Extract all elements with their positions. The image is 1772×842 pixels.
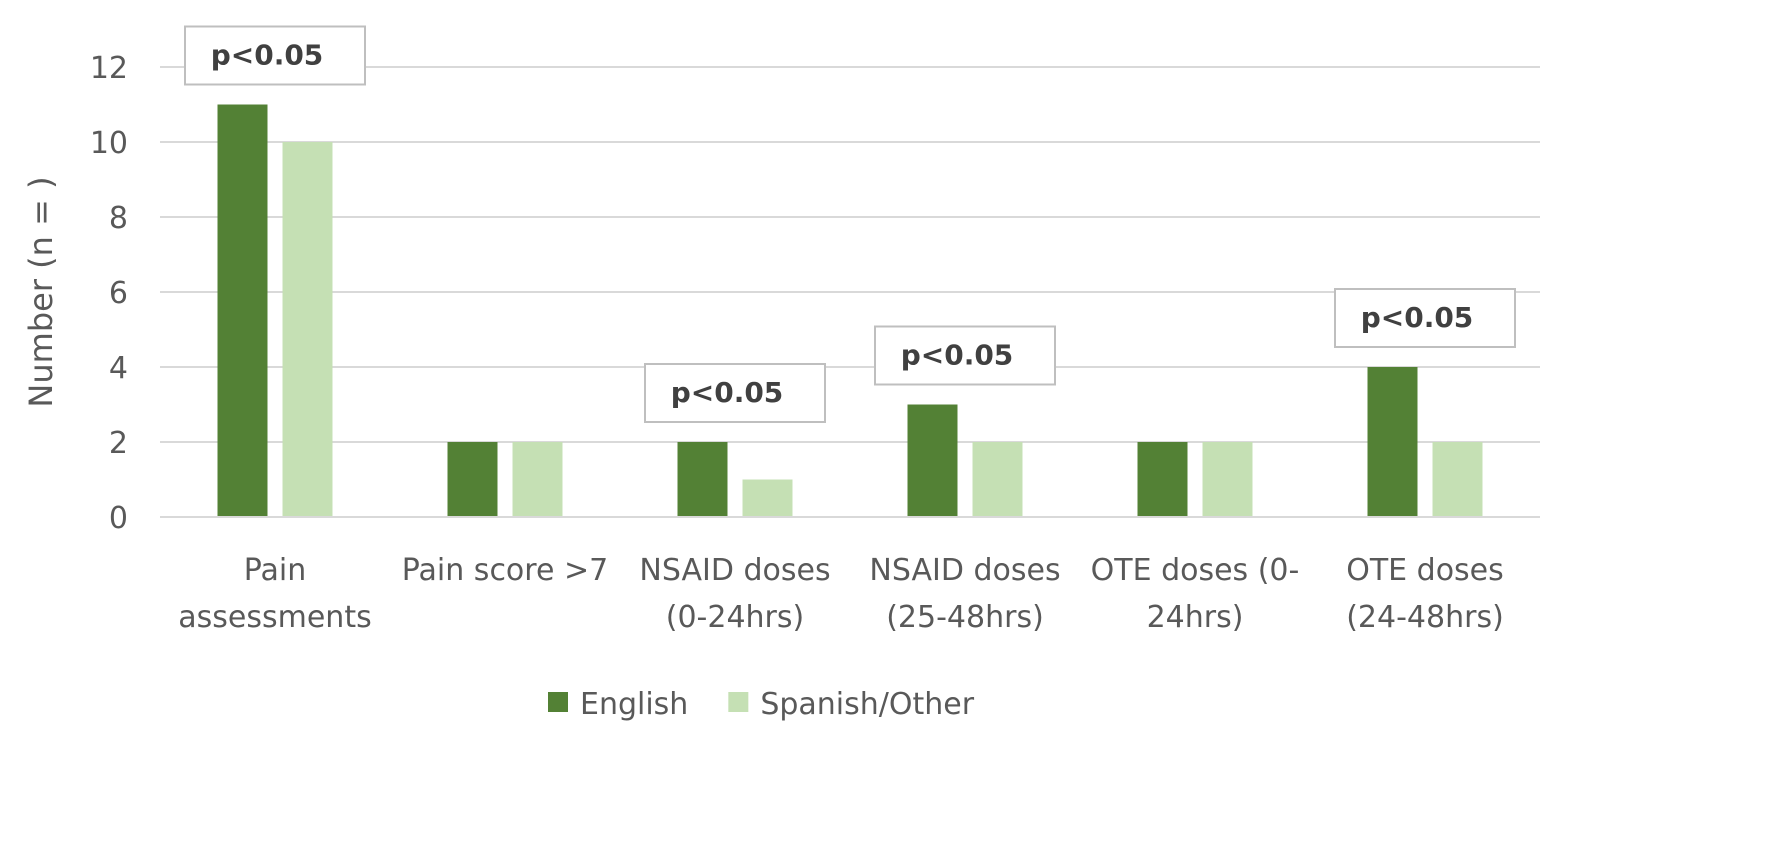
bar-english bbox=[1137, 442, 1188, 517]
y-tick-label: 12 bbox=[90, 51, 128, 86]
legend-label: English bbox=[580, 687, 688, 722]
x-category-label: OTE doses (24-48hrs) bbox=[1346, 553, 1504, 635]
annotation-text: p<0.05 bbox=[671, 376, 784, 409]
p-value-annotation: p<0.05 bbox=[1334, 288, 1516, 348]
y-tick-label: 6 bbox=[109, 276, 128, 311]
bar-spanish-other bbox=[1202, 442, 1253, 517]
x-category-label: Pain assessments bbox=[178, 553, 371, 635]
legend-label: Spanish/Other bbox=[760, 687, 974, 722]
bar-english bbox=[217, 104, 268, 517]
legend-item-spanish-other: Spanish/Other bbox=[728, 687, 975, 722]
annotation-text: p<0.05 bbox=[211, 39, 324, 72]
significance-annotations: p<0.05 p<0.05 p<0.05 p<0.05 bbox=[184, 25, 1516, 423]
x-category-label: NSAID doses (25-48hrs) bbox=[869, 553, 1060, 635]
y-axis-title: Number (n = ) bbox=[22, 176, 60, 407]
legend-item-english: English bbox=[548, 687, 688, 722]
annotation-text: p<0.05 bbox=[1361, 301, 1474, 334]
bars bbox=[217, 104, 1483, 517]
legend: English Spanish/Other bbox=[548, 687, 975, 722]
x-category-label: Pain score >7 bbox=[402, 553, 608, 588]
bar-spanish-other bbox=[972, 442, 1023, 517]
bar-english bbox=[677, 442, 728, 517]
gridlines bbox=[160, 66, 1540, 443]
x-category-label: OTE doses (0-24hrs) bbox=[1091, 553, 1300, 635]
legend-swatch bbox=[548, 692, 568, 712]
annotation-text: p<0.05 bbox=[901, 339, 1014, 372]
legend-swatch bbox=[728, 692, 749, 712]
y-tick-label: 2 bbox=[109, 426, 128, 461]
x-axis-categories: Pain assessments Pain score >7 NSAID doses(… bbox=[178, 553, 1504, 635]
y-tick-label: 0 bbox=[109, 501, 128, 536]
annotation-box bbox=[184, 25, 366, 86]
bar-spanish-other bbox=[742, 479, 793, 517]
y-tick-label: 10 bbox=[90, 126, 128, 161]
p-value-annotation: p<0.05 bbox=[874, 325, 1056, 386]
annotation-box bbox=[1334, 288, 1516, 348]
bar-spanish-other bbox=[1432, 442, 1483, 517]
annotation-box bbox=[874, 325, 1056, 386]
p-value-annotation: p<0.05 bbox=[184, 25, 366, 86]
bar-english bbox=[1367, 367, 1418, 517]
bar-english bbox=[447, 442, 498, 517]
bar-spanish-other bbox=[282, 142, 333, 517]
p-value-annotation: p<0.05 bbox=[644, 363, 826, 423]
bar-english bbox=[907, 404, 958, 517]
bar-spanish-other bbox=[512, 442, 563, 517]
y-tick-label: 8 bbox=[109, 201, 128, 236]
annotation-box bbox=[644, 363, 826, 423]
y-tick-label: 4 bbox=[109, 351, 128, 386]
x-category-label: NSAID doses (0-24hrs) bbox=[639, 553, 830, 635]
y-axis-ticks: 0 2 4 6 8 10 12 bbox=[90, 51, 128, 536]
